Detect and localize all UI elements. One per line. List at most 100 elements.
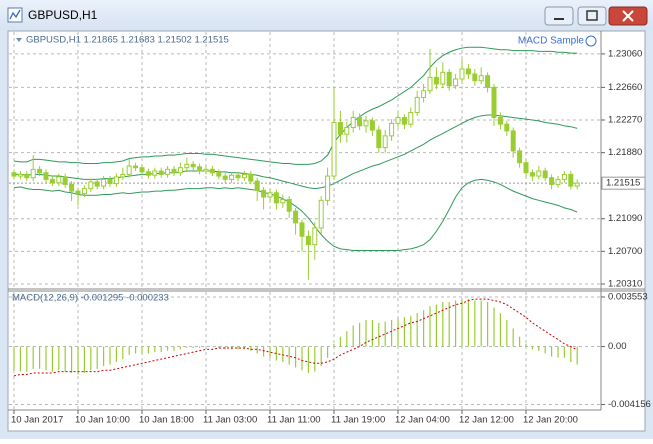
candle-body [165,168,171,175]
candle-body [382,135,388,149]
candle-body [203,168,209,172]
bollinger-upper [13,46,578,165]
x-tick-label: 11 Jan 11:00 [267,415,321,426]
candle-body [261,189,267,198]
candle-body [120,173,126,178]
candle-body [241,173,247,179]
candle-body [478,75,484,82]
y-tick-label: -0.004156 [608,399,651,410]
candle-body [209,168,215,174]
macd-signal [13,298,578,377]
candle-body [427,76,433,92]
candle-body [94,181,100,187]
y-tick-label: 1.23060 [608,48,642,59]
candle-body [408,111,414,125]
minimize-button[interactable] [544,6,574,26]
candle-body [325,175,331,201]
candle-body [574,182,580,187]
candle-body [344,127,350,135]
candle-body [523,162,529,174]
window-title: GBPUSD,H1 [28,8,98,22]
candle-body [101,178,107,187]
x-tick-label: 11 Jan 19:00 [331,415,385,426]
window-icon-glyph [9,9,21,20]
candle-body [145,171,151,176]
candle-body [318,199,324,229]
candle-body [75,190,81,195]
candle-body [299,222,305,237]
candle-body [293,210,299,224]
y-tick-label: 1.20700 [608,246,642,257]
y-tick-label: 0.00 [608,341,627,352]
candle-body [235,174,241,179]
x-tick-label: 10 Jan 18:00 [139,415,194,426]
candle-body [401,116,407,125]
candle-body [43,172,49,180]
candle-body [286,198,292,212]
candle-body [273,192,279,204]
candle-body [126,165,132,175]
candle-body [37,168,43,174]
candle-body [536,170,542,177]
candle-body [222,175,228,180]
candle-body [107,178,113,185]
candle-body [171,168,177,174]
candle-body [459,68,465,80]
candle-body [17,173,23,177]
candle-body [542,170,548,179]
candle-body [363,120,369,127]
candle-body [177,167,183,174]
x-tick-label: 10 Jan 10:00 [75,415,130,426]
candle-body [152,170,158,176]
candle-body [453,78,459,87]
candle-body [433,76,439,85]
y-tick-label: 1.20310 [608,278,642,289]
candle-body [254,180,260,191]
y-tick-label: 1.22660 [608,82,642,93]
candle-body [555,178,561,185]
candle-body [49,178,55,184]
candle-body [280,198,286,204]
close-button[interactable] [608,6,648,26]
candle-body [139,167,145,173]
candle-body [446,71,452,87]
bollinger-middle [14,114,578,190]
candle-body [510,130,516,152]
candle-body [88,181,94,190]
candle-body [465,68,471,75]
candle-body [497,116,503,125]
bollinger-lower [13,178,578,252]
candle-body [133,165,139,169]
chart-info: GBPUSD,H1 1.21865 1.21683 1.21502 1.2151… [26,35,229,46]
candle-body [369,120,375,131]
x-tick-label: 11 Jan 03:00 [203,415,257,426]
candle-body [337,122,343,135]
candle-body [421,90,427,98]
y-tick-label: 0.003553 [608,291,648,302]
y-tick-label: 1.22270 [608,115,642,126]
candle-body [561,173,567,180]
candle-body [331,122,337,177]
title-bar [0,0,653,30]
candle-body [216,172,222,177]
maximize-button[interactable] [577,6,607,26]
candle-body [56,176,62,184]
candle-body [440,71,446,85]
candle-body [113,176,119,185]
candle-body [248,173,254,182]
candle-body [549,177,555,185]
x-tick-label: 10 Jan 2017 [11,415,63,426]
candle-body [568,173,574,187]
candle-body [190,163,196,168]
x-tick-label: 12 Jan 04:00 [395,415,450,426]
candle-body [30,168,36,179]
candle-body [197,166,203,172]
y-tick-label: 1.21880 [608,147,642,158]
candle-body [395,116,401,124]
x-tick-label: 12 Jan 12:00 [459,415,514,426]
candle-body [350,116,356,129]
candle-body [504,123,510,132]
candle-body [81,188,87,195]
candle-body [305,235,311,246]
